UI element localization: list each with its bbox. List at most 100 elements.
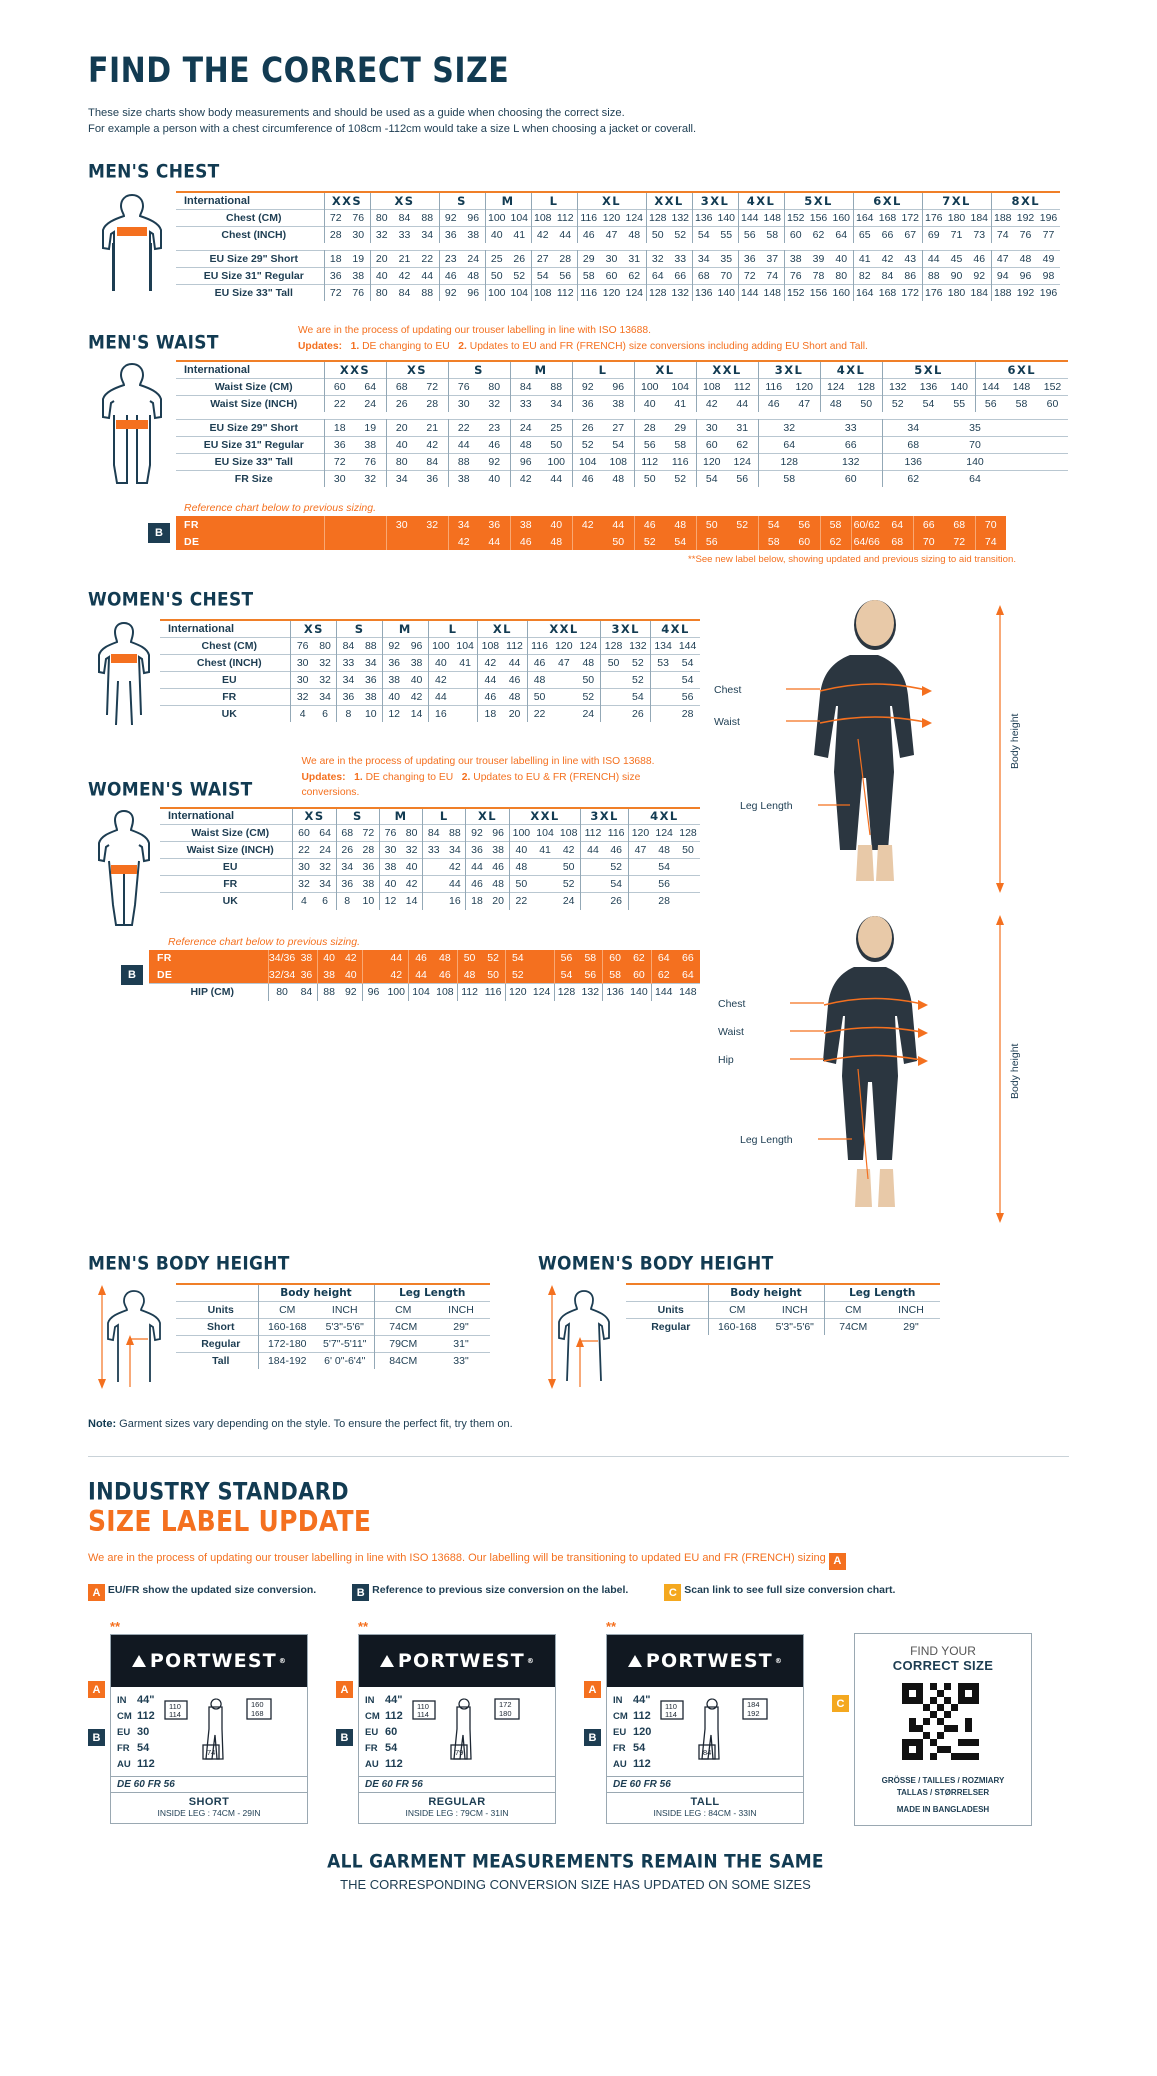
cell: 38 bbox=[362, 878, 375, 891]
cell: HIP (CM) bbox=[190, 986, 234, 999]
cell: 120 bbox=[627, 824, 653, 842]
cell: 62 bbox=[881, 470, 944, 488]
group-m: M bbox=[381, 620, 429, 638]
card-de-fr: DE 60 FR 56 bbox=[359, 1776, 555, 1792]
cell: 44 bbox=[465, 858, 488, 876]
table-row: EU Size 31" Regular 36 38 40 42 44 46 48 50 52 54 5… bbox=[176, 436, 1068, 454]
cell: 100 bbox=[508, 824, 534, 842]
table-row: FR 32 34 36 38 40 42 44 46 48 50 52 54 56 bbox=[160, 688, 700, 706]
card-tag-a: A bbox=[584, 1681, 601, 1699]
mens-waist-update-1-num: 1. bbox=[350, 340, 360, 352]
cell bbox=[727, 533, 758, 551]
cell: 18 bbox=[465, 892, 488, 910]
footer-line-2: THE CORRESPONDING CONVERSION SIZE HAS UP… bbox=[340, 1876, 811, 1892]
cell: 65 bbox=[852, 226, 876, 244]
cell: 60 bbox=[783, 226, 807, 244]
key-name: CM bbox=[117, 1711, 132, 1723]
cell: 128 bbox=[600, 637, 626, 655]
table-row: FR Size 30 32 34 36 38 40 42 44 46 48 50 52 54 56 58 60 6… bbox=[176, 470, 1068, 488]
row-label: EU bbox=[222, 861, 238, 874]
cell: 22 bbox=[526, 705, 552, 723]
label-card-wrapper: ** A B PORTWEST ® IN 44" CM 112 EU 30 FR 54 AU 112 110 1… bbox=[88, 1619, 308, 1825]
group-8xl: 8XL bbox=[990, 192, 1060, 210]
womens-body-height-table: Body height Leg Length Units CM INCH CM INCH… bbox=[626, 1283, 940, 1336]
cell: 144 bbox=[678, 639, 697, 652]
cell: 152 bbox=[783, 284, 807, 302]
reference-row: DE 32/34 36 38 40 42 44 46 48 50 52 54 56 58 60 62 64 bbox=[148, 966, 700, 984]
cell: 41 bbox=[459, 656, 471, 669]
cell: 68 bbox=[385, 378, 417, 396]
cell bbox=[552, 688, 577, 705]
mens-chest-section: MEN'S CHEST International XXS XS bbox=[88, 161, 1157, 302]
cell: 55 bbox=[953, 398, 966, 411]
card-key-row: FR 54 bbox=[117, 1741, 155, 1757]
cell: 50 bbox=[682, 844, 694, 857]
cell bbox=[533, 893, 557, 910]
cell: 70 bbox=[720, 269, 733, 282]
cell: 52 bbox=[513, 269, 526, 282]
cell: 36 bbox=[336, 688, 360, 706]
cell: 40 bbox=[317, 949, 340, 967]
cell: 62 bbox=[628, 269, 641, 282]
cell: 42 bbox=[405, 878, 418, 891]
cell: 80 bbox=[385, 453, 417, 471]
cell: 38 bbox=[509, 516, 541, 534]
waist-box-top: 110 bbox=[169, 1702, 181, 1711]
cell: 52 bbox=[562, 878, 575, 891]
cell: 60 bbox=[605, 269, 618, 282]
cell: 30 bbox=[385, 516, 417, 534]
cell: 33 bbox=[422, 841, 445, 859]
cell: 84 bbox=[422, 824, 445, 842]
key-name: FR bbox=[117, 1743, 130, 1755]
cell: 96 bbox=[509, 453, 541, 471]
group-xxl: XXL bbox=[695, 361, 758, 379]
cell bbox=[552, 705, 577, 722]
cell: 72 bbox=[323, 284, 347, 302]
cell: INCH bbox=[898, 1303, 924, 1316]
cell: 30 bbox=[323, 470, 355, 488]
cell: 36 bbox=[479, 516, 510, 534]
cell: 34 bbox=[881, 419, 944, 437]
cell: 38 bbox=[492, 844, 504, 857]
cell: 4 bbox=[290, 705, 314, 723]
cell: 34 bbox=[691, 250, 715, 268]
cell: 28 bbox=[681, 708, 694, 721]
key-value: 44" bbox=[633, 1694, 651, 1707]
cell: 88 bbox=[447, 453, 479, 471]
cell: 108 bbox=[695, 378, 727, 396]
card-brand-bar: PORTWEST ® bbox=[359, 1635, 555, 1688]
male-waist-label: Waist bbox=[714, 716, 740, 728]
mens-waist-update-2-text: Updates to EU and FR (FRENCH) size conve… bbox=[469, 340, 868, 352]
female-height-figure bbox=[538, 1283, 626, 1396]
row-label: Chest (CM) bbox=[226, 211, 282, 224]
cell: 84 bbox=[398, 211, 411, 224]
qr-code-icon[interactable] bbox=[900, 1681, 986, 1768]
key-value: 112 bbox=[385, 1710, 403, 1723]
cell: 88 bbox=[317, 983, 340, 1001]
leg-box: 74 bbox=[207, 1748, 215, 1757]
cell: 58 bbox=[766, 229, 779, 242]
cell: 56 bbox=[736, 473, 749, 486]
table-row: Chest (INCH) 28 30 32 33 34 36 38 40 41 42 44 46 47 48… bbox=[176, 226, 1060, 244]
waist-box-top: 110 bbox=[665, 1702, 677, 1711]
cell: 46 bbox=[610, 844, 622, 857]
cell: 54 bbox=[665, 533, 696, 551]
cell: 26 bbox=[610, 895, 622, 908]
cell: 152 bbox=[783, 209, 807, 227]
key-name: IN bbox=[365, 1695, 375, 1707]
legend-item-a: A EU/FR show the updated size conversion… bbox=[88, 1584, 316, 1602]
cell: 46 bbox=[488, 438, 501, 451]
cell: 86 bbox=[904, 269, 917, 282]
legend-row: A EU/FR show the updated size conversion… bbox=[88, 1584, 1157, 1602]
cell: 76 bbox=[783, 267, 807, 285]
qr-panel-wrapper: C FIND YOUR CORRECT SIZE GRÖSSE / TAILLES /… bbox=[832, 1633, 1032, 1826]
cell: 34 bbox=[421, 229, 434, 242]
size-label-update-title: SIZE LABEL UPDATE bbox=[88, 1505, 372, 1539]
womens-body-height-body: Units CM INCH CM INCH Regular 160-168 5'3"-5'6"… bbox=[626, 1301, 940, 1336]
card-body: IN 44" CM 112 EU 60 FR 54 AU 112 110 114 172 180 79 bbox=[359, 1687, 555, 1776]
group-s: S bbox=[438, 192, 485, 210]
cell: 38 bbox=[381, 671, 406, 689]
cell: 128 bbox=[679, 827, 697, 840]
cell bbox=[422, 858, 445, 876]
height-box-bottom: 180 bbox=[499, 1709, 512, 1718]
